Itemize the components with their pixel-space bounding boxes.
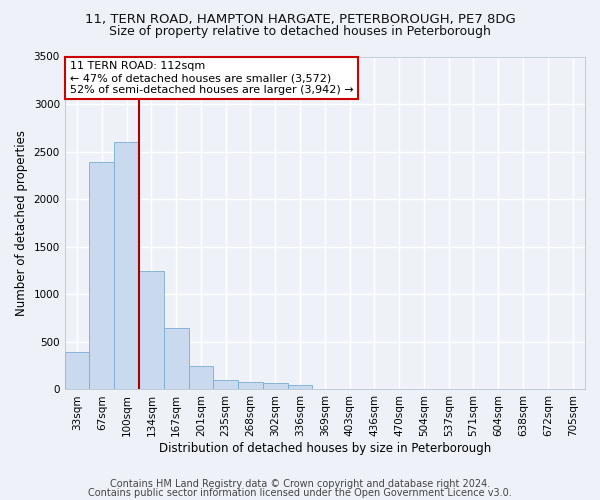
Bar: [238, 382, 263, 390]
Bar: [89, 162, 114, 390]
Bar: [65, 352, 89, 390]
Bar: [287, 384, 313, 390]
Y-axis label: Number of detached properties: Number of detached properties: [15, 130, 28, 316]
Bar: [114, 142, 139, 390]
Text: 11 TERN ROAD: 112sqm
← 47% of detached houses are smaller (3,572)
52% of semi-de: 11 TERN ROAD: 112sqm ← 47% of detached h…: [70, 62, 353, 94]
Bar: [139, 270, 164, 390]
Text: Contains public sector information licensed under the Open Government Licence v3: Contains public sector information licen…: [88, 488, 512, 498]
Text: 11, TERN ROAD, HAMPTON HARGATE, PETERBOROUGH, PE7 8DG: 11, TERN ROAD, HAMPTON HARGATE, PETERBOR…: [85, 12, 515, 26]
Bar: [164, 328, 188, 390]
Bar: [214, 380, 238, 390]
Bar: [188, 366, 214, 390]
Text: Size of property relative to detached houses in Peterborough: Size of property relative to detached ho…: [109, 25, 491, 38]
X-axis label: Distribution of detached houses by size in Peterborough: Distribution of detached houses by size …: [159, 442, 491, 455]
Bar: [263, 384, 287, 390]
Bar: [313, 388, 337, 390]
Text: Contains HM Land Registry data © Crown copyright and database right 2024.: Contains HM Land Registry data © Crown c…: [110, 479, 490, 489]
